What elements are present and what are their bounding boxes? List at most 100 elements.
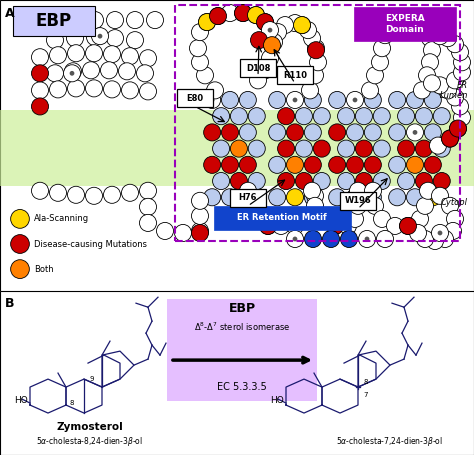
Circle shape xyxy=(263,24,280,40)
Circle shape xyxy=(139,214,156,232)
Circle shape xyxy=(337,172,355,190)
Circle shape xyxy=(398,172,415,190)
Circle shape xyxy=(447,35,464,53)
Circle shape xyxy=(304,230,321,248)
Text: $\Delta^8$-$\Delta^7$ sterol isomerase: $\Delta^8$-$\Delta^7$ sterol isomerase xyxy=(194,321,290,334)
Circle shape xyxy=(454,54,471,71)
Circle shape xyxy=(85,45,102,62)
Circle shape xyxy=(230,172,247,190)
Circle shape xyxy=(239,124,256,141)
Circle shape xyxy=(212,108,229,125)
Circle shape xyxy=(415,140,432,157)
Circle shape xyxy=(259,217,276,234)
Circle shape xyxy=(292,97,297,102)
Circle shape xyxy=(339,217,356,234)
Circle shape xyxy=(286,91,303,108)
Text: B: B xyxy=(5,297,15,310)
Circle shape xyxy=(10,209,29,228)
Circle shape xyxy=(424,157,441,173)
Text: 8: 8 xyxy=(70,400,74,406)
Circle shape xyxy=(454,109,471,126)
Circle shape xyxy=(304,124,321,141)
Text: E80: E80 xyxy=(186,94,203,103)
Circle shape xyxy=(437,230,454,248)
Circle shape xyxy=(49,47,66,64)
Circle shape xyxy=(259,217,276,234)
Circle shape xyxy=(303,182,320,199)
Circle shape xyxy=(307,197,323,214)
Circle shape xyxy=(248,140,265,157)
Text: Both: Both xyxy=(34,265,54,273)
Circle shape xyxy=(247,6,264,24)
Circle shape xyxy=(139,198,156,215)
Circle shape xyxy=(327,217,344,234)
Circle shape xyxy=(230,108,247,125)
Circle shape xyxy=(265,34,283,51)
Circle shape xyxy=(304,91,321,108)
Circle shape xyxy=(276,16,293,34)
Circle shape xyxy=(366,197,383,214)
Circle shape xyxy=(398,108,415,125)
Circle shape xyxy=(31,82,48,99)
Circle shape xyxy=(447,72,464,89)
Circle shape xyxy=(286,189,303,206)
Circle shape xyxy=(278,140,294,157)
Bar xyxy=(0,111,474,186)
FancyBboxPatch shape xyxy=(13,6,95,36)
Circle shape xyxy=(424,124,441,141)
Circle shape xyxy=(256,14,273,30)
Circle shape xyxy=(389,157,406,173)
Circle shape xyxy=(423,75,440,92)
Circle shape xyxy=(103,46,120,63)
Circle shape xyxy=(278,172,294,190)
Text: 9: 9 xyxy=(90,376,94,382)
Circle shape xyxy=(419,67,436,84)
FancyBboxPatch shape xyxy=(277,66,313,84)
FancyBboxPatch shape xyxy=(240,59,276,77)
Circle shape xyxy=(239,189,256,206)
Circle shape xyxy=(137,65,154,82)
Circle shape xyxy=(366,67,383,84)
Text: D108: D108 xyxy=(246,64,270,73)
Circle shape xyxy=(239,197,256,214)
Circle shape xyxy=(389,91,406,108)
Circle shape xyxy=(376,230,393,248)
Circle shape xyxy=(67,45,84,62)
Circle shape xyxy=(372,54,389,71)
Circle shape xyxy=(365,124,382,141)
Circle shape xyxy=(438,231,442,235)
Circle shape xyxy=(313,172,330,190)
Circle shape xyxy=(204,91,221,108)
Circle shape xyxy=(423,42,440,59)
Circle shape xyxy=(199,14,216,30)
Circle shape xyxy=(307,187,323,204)
Circle shape xyxy=(417,230,434,248)
Circle shape xyxy=(328,189,346,206)
Circle shape xyxy=(64,63,82,80)
Circle shape xyxy=(313,140,330,157)
Circle shape xyxy=(308,40,325,57)
Circle shape xyxy=(356,172,373,190)
Circle shape xyxy=(313,210,330,228)
Circle shape xyxy=(376,26,393,44)
Circle shape xyxy=(303,30,320,47)
Circle shape xyxy=(349,197,366,214)
Circle shape xyxy=(349,182,366,199)
Circle shape xyxy=(199,14,216,30)
Circle shape xyxy=(413,82,430,99)
Circle shape xyxy=(190,40,207,57)
Circle shape xyxy=(454,64,471,81)
Circle shape xyxy=(449,120,466,137)
Text: R110: R110 xyxy=(283,71,307,80)
Circle shape xyxy=(230,140,247,157)
FancyBboxPatch shape xyxy=(230,189,266,207)
Circle shape xyxy=(221,157,238,173)
Circle shape xyxy=(308,42,325,59)
Circle shape xyxy=(293,16,310,34)
Circle shape xyxy=(235,5,252,21)
Circle shape xyxy=(91,28,109,45)
Circle shape xyxy=(313,108,330,125)
Circle shape xyxy=(221,5,238,21)
Circle shape xyxy=(286,217,303,234)
Circle shape xyxy=(269,124,286,141)
